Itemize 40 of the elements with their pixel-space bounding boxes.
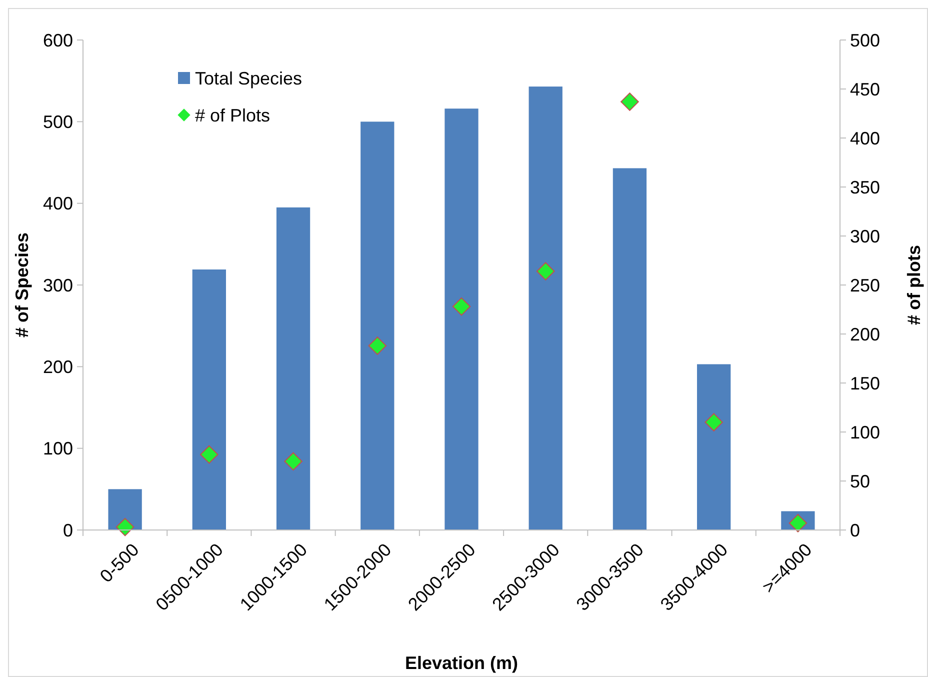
y-tick-label: 300 [42, 275, 73, 296]
point [452, 297, 471, 316]
legend-label: # of Plots [195, 105, 270, 126]
y2-tick-label: 100 [850, 422, 880, 442]
y2-tick-label: 200 [850, 324, 880, 344]
y-tick-label: 200 [42, 356, 73, 377]
y-tick-label: 100 [42, 438, 73, 459]
point [536, 262, 555, 280]
bar [444, 108, 478, 530]
y-tick-label: 0 [62, 520, 73, 540]
point [200, 445, 218, 464]
x-axis-title: Elevation (m) [404, 653, 518, 673]
point [788, 514, 808, 532]
point [704, 413, 723, 432]
y-tick-label: 400 [42, 194, 73, 214]
bar [276, 207, 310, 530]
y2-tick-label: 0 [850, 520, 860, 540]
point [620, 92, 639, 111]
y2-tick-label: 250 [850, 275, 880, 296]
y-tick-label: 500 [42, 112, 73, 132]
y2-tick-label: 300 [850, 226, 880, 246]
point [368, 336, 387, 355]
bar [612, 168, 647, 530]
point [284, 452, 302, 471]
bar [360, 122, 394, 530]
y2-tick-label: 400 [850, 128, 880, 148]
y-axis-title: # of Species [12, 232, 32, 338]
bar [697, 364, 731, 530]
y2-axis-title: # of plots [904, 245, 924, 325]
bar [108, 489, 142, 530]
point [116, 518, 134, 536]
y2-tick-label: 50 [850, 471, 870, 492]
y2-tick-label: 350 [850, 177, 880, 198]
y2-tick-label: 500 [850, 30, 880, 50]
bar [192, 269, 226, 530]
y2-tick-label: 450 [850, 79, 880, 100]
y-tick-label: 600 [42, 30, 73, 50]
bar [528, 86, 562, 530]
legend-label: Total Species [195, 68, 302, 88]
y2-tick-label: 150 [850, 373, 880, 394]
